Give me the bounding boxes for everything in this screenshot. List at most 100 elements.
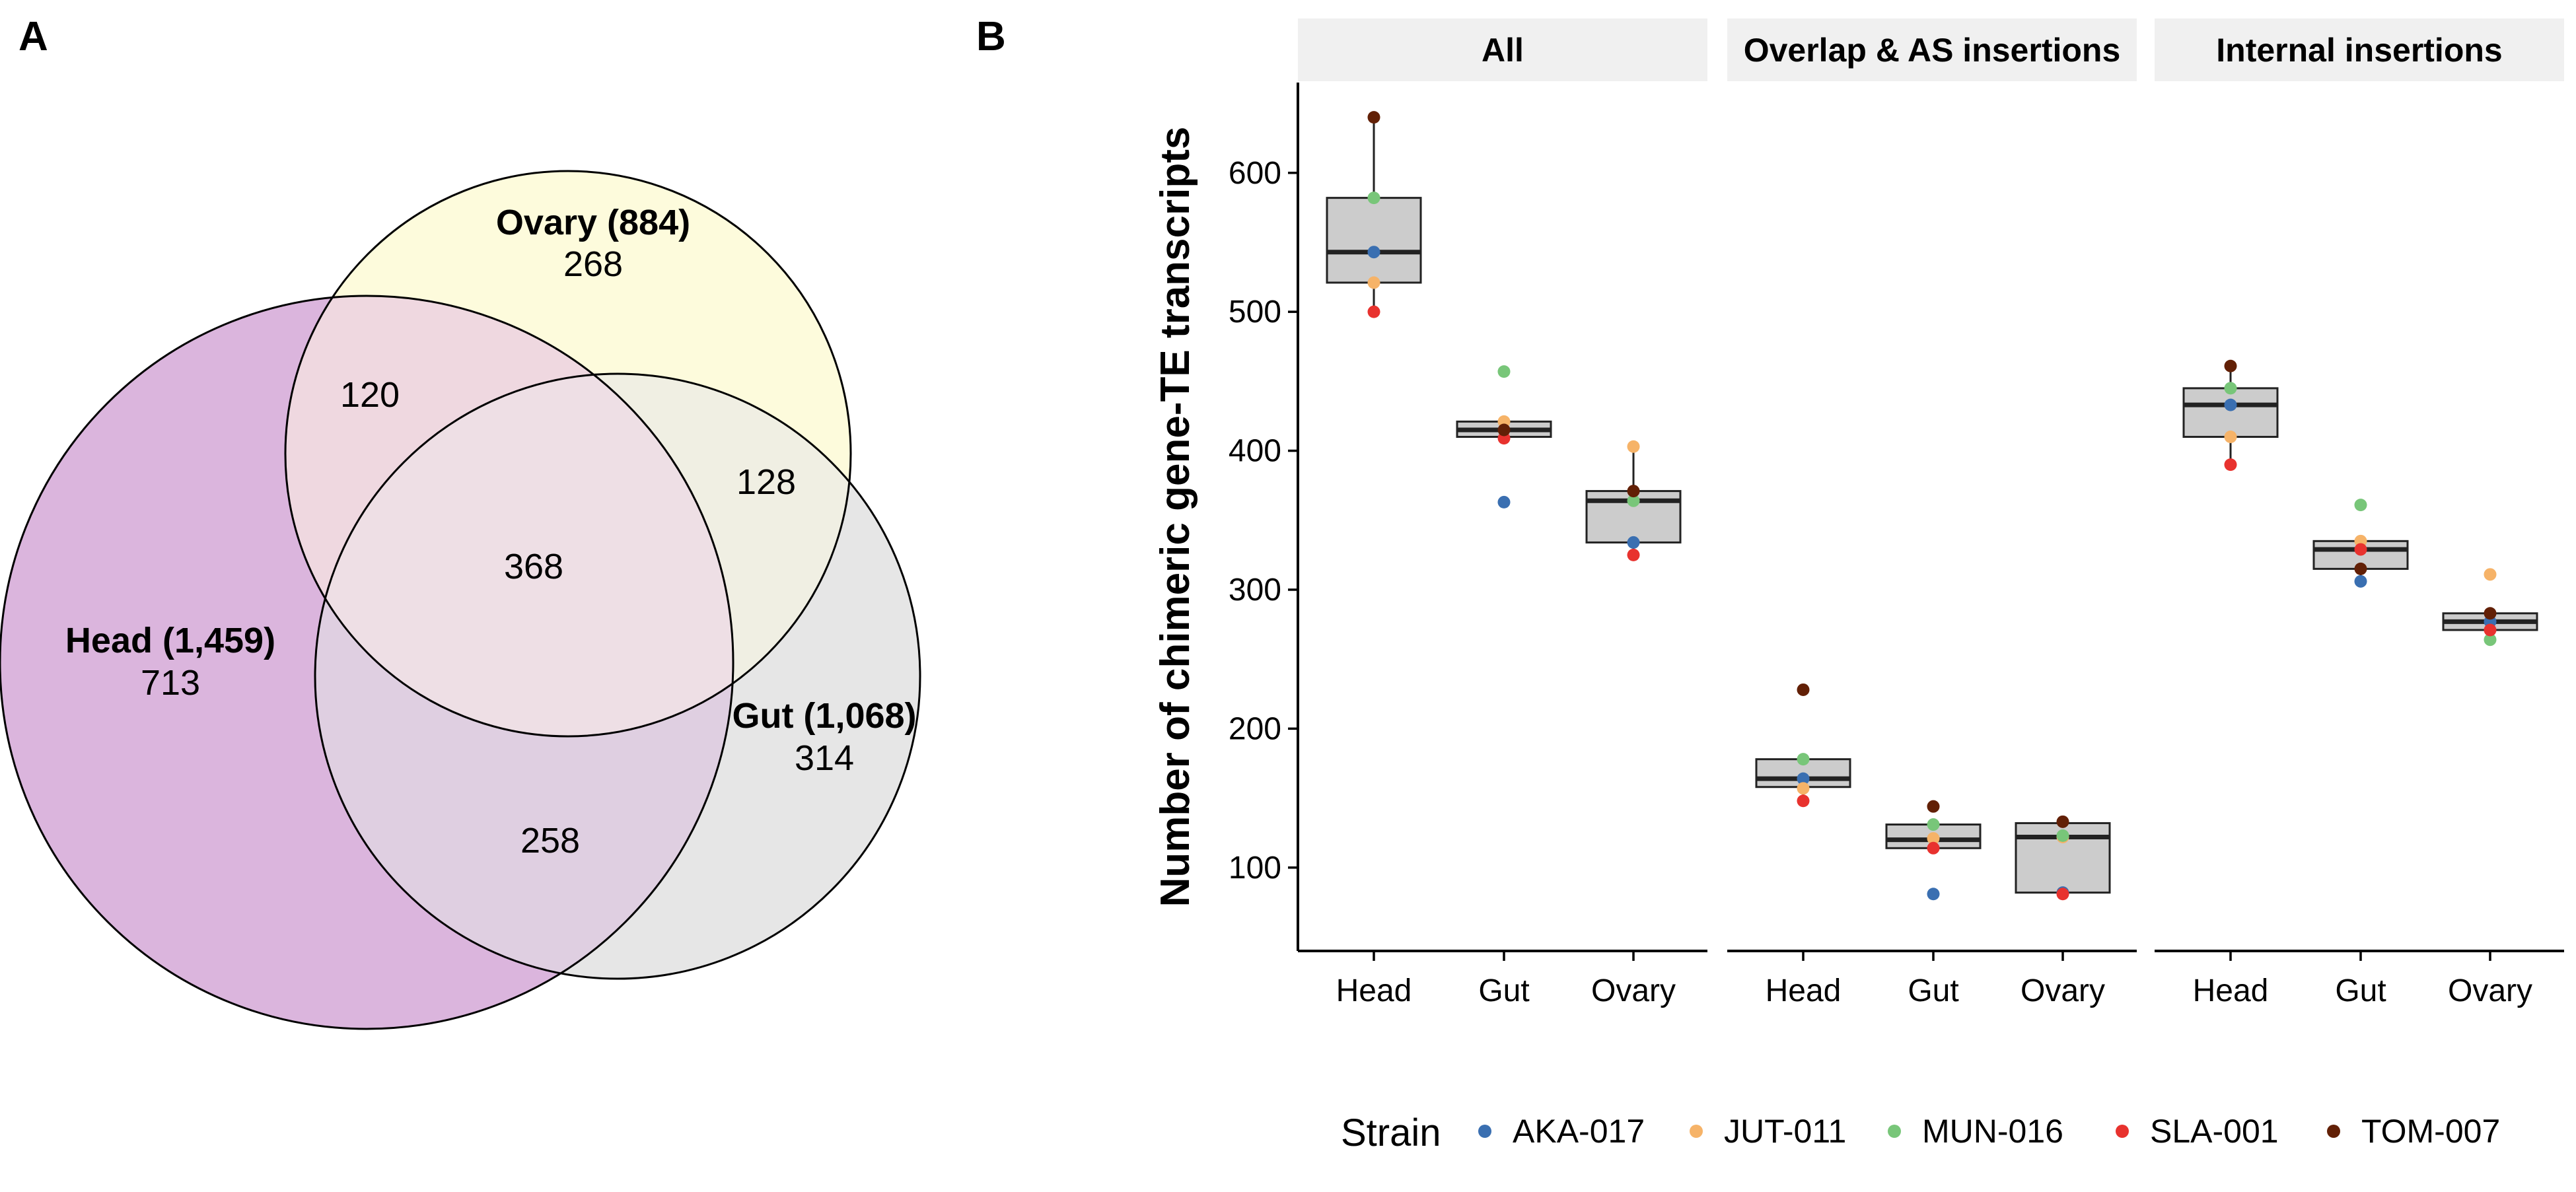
y-tick-label: 300 (1229, 573, 1281, 608)
facet-strip (2155, 18, 2564, 81)
point-aka-017 (2354, 575, 2367, 588)
legend-swatch (2327, 1125, 2340, 1138)
point-tom-007 (1627, 485, 1640, 498)
point-mun-016 (1627, 494, 1640, 507)
legend-swatch (1478, 1125, 1491, 1138)
facet-3: Internal insertions Head Gut Ovary (2155, 18, 2564, 1008)
legend-label: MUN-016 (1922, 1113, 2063, 1150)
y-tick-label: 200 (1229, 711, 1281, 746)
legend-label: TOM-007 (2361, 1113, 2500, 1150)
venn-outline-head (0, 295, 734, 1030)
facet-1: All Head Gut Ovary (1298, 18, 1707, 1008)
point-mun-016 (1797, 753, 1810, 766)
legend-item-tom-007: TOM-007 (2327, 1113, 2500, 1150)
point-mun-016 (1497, 365, 1511, 378)
point-sla-001 (2056, 888, 2069, 901)
point-mun-016 (2056, 829, 2069, 842)
y-tick-label: 500 (1229, 295, 1281, 330)
facets: All Head Gut Ovary Overlap & AS insertions He… (1298, 18, 2564, 1008)
point-tom-007 (1797, 683, 1810, 696)
boxplot-panel: 100 200 300 400 500 600 Number of chimeric ge… (1153, 18, 2564, 1154)
legend-swatch (2116, 1125, 2129, 1138)
point-sla-001 (1627, 548, 1640, 561)
facet-title: All (1482, 32, 1524, 69)
legend-item-jut-011: JUT-011 (1690, 1113, 1846, 1150)
point-jut-011 (1627, 440, 1640, 453)
x-tick-label: Gut (1908, 973, 1958, 1008)
point-aka-017 (1627, 536, 1640, 549)
point-sla-001 (2224, 458, 2237, 472)
point-sla-001 (2484, 623, 2497, 637)
x-tick-label: Ovary (2021, 973, 2105, 1008)
legend-item-sla-001: SLA-001 (2116, 1113, 2279, 1150)
y-axis-label: Number of chimeric gene-TE transcripts (1153, 127, 1198, 907)
legend-label: SLA-001 (2150, 1113, 2279, 1150)
x-tick-label: Ovary (2448, 973, 2532, 1008)
point-jut-011 (1927, 832, 1940, 845)
x-tick-label: Gut (1478, 973, 1529, 1008)
venn-count-ovary-gut: 128 (736, 462, 796, 502)
point-jut-011 (2484, 568, 2497, 581)
venn-label-gut: Gut (1,068) (732, 696, 916, 736)
point-tom-007 (2056, 815, 2069, 828)
point-mun-016 (1927, 818, 1940, 831)
facet-title: Internal insertions (2216, 32, 2502, 69)
box-head (1326, 197, 1422, 284)
point-jut-011 (1367, 276, 1380, 289)
point-mun-016 (1367, 192, 1380, 205)
legend-title: Strain (1341, 1111, 1441, 1154)
legend-label: JUT-011 (1724, 1113, 1846, 1150)
legend-item-aka-017: AKA-017 (1478, 1113, 1645, 1150)
facet-strip (1298, 18, 1707, 81)
point-tom-007 (2354, 562, 2367, 575)
point-jut-011 (2224, 431, 2237, 444)
x-tick-label: Head (2193, 973, 2269, 1008)
legend-swatch (1888, 1125, 1901, 1138)
x-tick-label: Head (1336, 973, 1412, 1008)
point-tom-007 (1497, 423, 1511, 437)
facet-strip (1727, 18, 2137, 81)
point-aka-017 (2224, 398, 2237, 411)
legend-item-mun-016: MUN-016 (1888, 1113, 2063, 1150)
box-head (2182, 387, 2279, 438)
point-tom-007 (2224, 359, 2237, 372)
point-tom-007 (1927, 800, 1940, 813)
y-tick-label: 100 (1229, 851, 1281, 886)
legend: Strain AKA-017 JUT-011 MUN-016 SLA-001 TOM-00… (1341, 1111, 2500, 1154)
point-sla-001 (1927, 841, 1940, 855)
venn-count-head-gut: 258 (520, 821, 580, 860)
venn-label-head: Head (1,459) (65, 621, 275, 660)
point-aka-017 (1367, 246, 1380, 259)
facet-title: Overlap & AS insertions (1744, 32, 2121, 69)
venn-outline-ovary (284, 170, 852, 738)
point-tom-007 (2484, 607, 2497, 620)
venn-count-ovary-only: 268 (563, 244, 623, 284)
venn-count-head-only: 713 (141, 663, 200, 703)
facet-2: Overlap & AS insertions Head Gut Ovary (1727, 18, 2137, 1008)
point-mun-016 (2484, 633, 2497, 647)
point-mun-016 (2224, 382, 2237, 395)
panel-b-label: B (976, 14, 1006, 59)
point-sla-001 (1797, 794, 1810, 808)
panel-a-label: A (18, 14, 48, 59)
y-tick-label: 600 (1229, 156, 1281, 191)
legend-swatch (1690, 1125, 1703, 1138)
venn-count-all: 368 (504, 547, 563, 586)
venn-overlap-all (315, 374, 733, 736)
y-axis: 100 200 300 400 500 600 (1229, 83, 1299, 951)
point-sla-001 (1367, 305, 1380, 318)
legend-label: AKA-017 (1513, 1113, 1645, 1150)
venn-label-ovary: Ovary (884) (496, 203, 690, 242)
venn-count-gut-only: 314 (795, 738, 854, 778)
point-sla-001 (2354, 543, 2367, 556)
venn-count-head-ovary: 120 (340, 375, 400, 415)
point-tom-007 (1367, 111, 1380, 124)
x-tick-label: Ovary (1591, 973, 1676, 1008)
point-jut-011 (1797, 782, 1810, 795)
point-aka-017 (1927, 888, 1940, 901)
point-mun-016 (2354, 499, 2367, 512)
x-tick-label: Head (1766, 973, 1842, 1008)
venn-outline-gut (314, 372, 921, 980)
